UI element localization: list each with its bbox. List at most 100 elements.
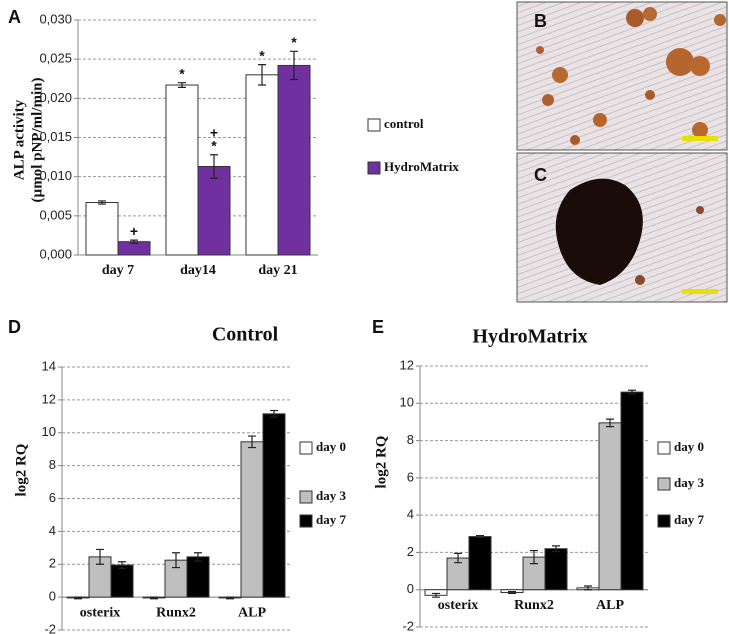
annotation: * [211,137,217,153]
x-tick-label: Runx2 [156,605,196,620]
error-bar [508,590,516,595]
panel-label: C [534,165,547,185]
error-bar [628,389,636,395]
y-tick-label: 0 [407,581,414,596]
bar [262,413,286,598]
legend-swatch [299,441,313,455]
panel-label: E [372,317,384,337]
chart-title: HydroMatrix [472,326,587,348]
y-tick-label: 8 [407,432,414,447]
error-bar [194,552,202,562]
x-tick-label: osterix [438,598,478,613]
error-bar [96,548,104,565]
micrograph-c [516,152,728,303]
y-tick-label: 12 [400,357,414,372]
annotation: * [291,34,297,50]
y-tick-label: 2 [49,556,56,571]
error-bar [178,82,186,88]
panel-label: A [8,7,21,27]
error-bar [290,50,298,81]
x-tick-label: day 7 [102,263,134,278]
legend-label: day 7 [674,512,704,527]
error-bar [118,561,126,569]
error-bar [248,435,256,449]
micrograph-b [516,1,728,151]
bar [165,84,199,256]
x-tick-label: Runx2 [514,598,554,613]
annotation: * [179,65,185,81]
y-tick-label: 0 [49,589,56,604]
y-tick-label: 6 [407,469,414,484]
annotation: + [130,223,138,239]
y-tick-label: 0,015 [39,129,72,144]
error-bar [258,64,266,86]
error-bar [584,585,592,591]
y-tick-label: 8 [49,457,56,472]
y-axis-label: (µmol pNP/ml/min) [29,78,45,203]
legend-label: day 3 [316,488,346,503]
legend-swatch [367,118,381,132]
y-tick-label: 4 [407,507,414,522]
x-tick-label: ALP [596,598,624,613]
legend-swatch [299,490,313,504]
error-bar [432,592,440,598]
error-bar [552,545,560,553]
bar [468,536,492,591]
y-tick-label: 10 [42,424,56,439]
error-bar [226,596,234,600]
legend-label: day 7 [316,512,346,527]
y-tick-label: 10 [400,395,414,410]
y-tick-label: -2 [44,621,56,634]
y-tick-label: 0,025 [39,51,72,66]
y-tick-label: 14 [42,358,56,373]
x-tick-label: ALP [238,605,266,620]
error-bar [150,596,158,600]
y-tick-label: 6 [49,490,56,505]
error-bar [270,409,278,418]
y-tick-label: 12 [42,391,56,406]
error-bar [454,552,462,564]
legend-label: HydroMatrix [384,159,459,174]
error-bar [476,535,484,539]
x-tick-label: day14 [180,263,216,278]
error-bar [172,552,180,569]
bar [277,64,311,256]
legend-label: day 0 [674,439,704,454]
y-tick-label: 0,000 [39,246,72,261]
y-tick-label: 4 [49,523,56,538]
legend-swatch [657,477,671,491]
y-tick-label: 0,010 [39,168,72,183]
panel-label: B [534,11,547,31]
bar [85,202,119,256]
x-tick-label: day 21 [258,263,297,278]
legend-swatch [657,441,671,455]
bar [186,556,210,598]
bar [598,422,622,591]
legend-label: day 0 [316,439,346,454]
y-tick-label: 0,020 [39,90,72,105]
x-tick-label: osterix [80,605,120,620]
y-tick-label: 2 [407,544,414,559]
legend-label: control [384,116,424,131]
legend-swatch [367,161,381,175]
bar [240,441,264,598]
error-bar [130,239,138,244]
error-bar [74,596,82,600]
bar [544,548,568,591]
y-tick-label: 0,005 [39,207,72,222]
y-axis-label: log2 RQ [373,435,389,488]
bar [620,391,644,591]
bar [110,564,134,598]
annotation: + [210,124,218,140]
error-bar [606,418,614,428]
error-bar [210,154,218,179]
annotation: * [259,47,265,63]
y-tick-label: 0,030 [39,11,72,26]
legend-swatch [657,514,671,528]
panel-label: D [8,317,21,337]
error-bar [530,549,538,565]
bar [245,74,279,256]
chart-title: Control [212,324,279,346]
y-axis-label: log2 RQ [13,443,29,496]
